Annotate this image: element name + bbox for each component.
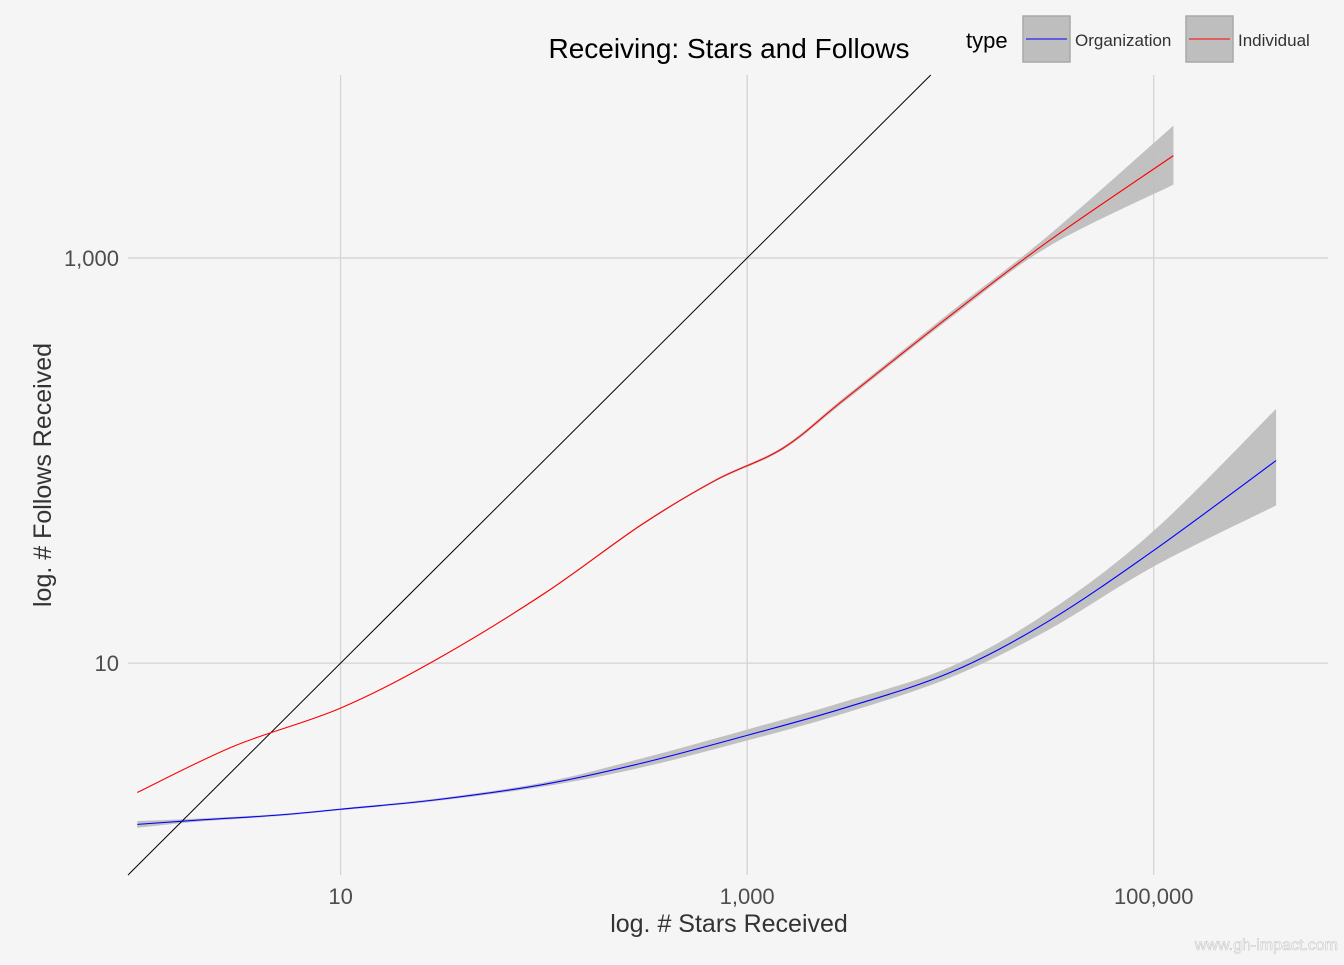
series-line-individual	[137, 155, 1174, 793]
series-lines	[127, 74, 1277, 876]
reference-line	[127, 74, 932, 876]
series-line-organization	[137, 460, 1277, 825]
legend-label-individual: Individual	[1238, 31, 1310, 50]
x-axis-label: log. # Stars Received	[610, 910, 848, 938]
y-tick-label: 1,000	[64, 246, 119, 271]
grid-lines	[128, 75, 1328, 875]
chart-title: Receiving: Stars and Follows	[548, 33, 909, 64]
x-tick-label: 100,000	[1114, 884, 1194, 909]
legend: type Organization Individual	[966, 15, 1310, 63]
confidence-bands	[137, 125, 1277, 828]
y-axis-label: log. # Follows Received	[29, 343, 57, 607]
legend-title: type	[966, 28, 1008, 53]
x-tick-label: 10	[328, 884, 352, 909]
watermark: www.gh-impact.com	[1194, 937, 1338, 954]
x-tick-label: 1,000	[720, 884, 775, 909]
legend-label-organization: Organization	[1075, 31, 1171, 50]
tick-labels: 10 1,000 100,000 10 1,000	[64, 246, 1194, 909]
y-tick-label: 10	[95, 651, 119, 676]
confidence-band-organization	[137, 408, 1277, 828]
